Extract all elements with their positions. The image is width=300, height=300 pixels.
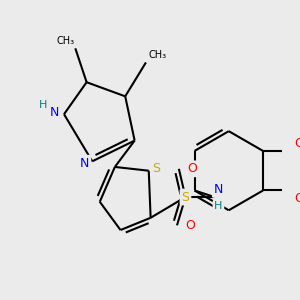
Text: O: O bbox=[187, 162, 197, 175]
Text: H: H bbox=[214, 202, 223, 212]
Text: O: O bbox=[185, 219, 195, 232]
Text: S: S bbox=[182, 190, 190, 204]
Text: CH₃: CH₃ bbox=[148, 50, 166, 60]
Text: N: N bbox=[80, 157, 89, 170]
Text: H: H bbox=[39, 100, 47, 110]
Text: O: O bbox=[294, 191, 300, 205]
Text: N: N bbox=[214, 183, 223, 196]
Text: CH₃: CH₃ bbox=[57, 36, 75, 46]
Text: O: O bbox=[294, 137, 300, 150]
Text: N: N bbox=[50, 106, 59, 119]
Text: S: S bbox=[152, 162, 160, 175]
